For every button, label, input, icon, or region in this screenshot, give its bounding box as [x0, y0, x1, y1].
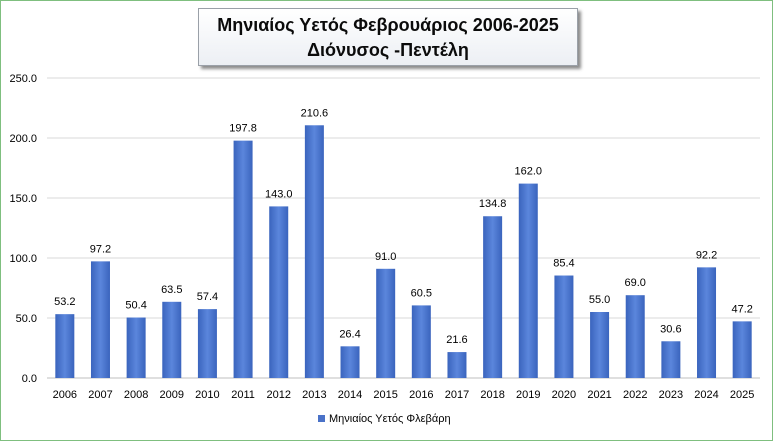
x-tick-label: 2007 [88, 389, 112, 401]
bar [697, 267, 717, 378]
x-tick-label: 2010 [195, 389, 219, 401]
legend-swatch [318, 415, 325, 422]
data-label: 85.4 [553, 258, 574, 270]
x-tick-label: 2025 [730, 389, 754, 401]
data-label: 30.6 [660, 323, 681, 335]
y-tick-label: 50.0 [16, 313, 37, 325]
x-tick-label: 2013 [302, 389, 326, 401]
x-tick-label: 2020 [552, 389, 576, 401]
y-tick-label: 100.0 [9, 253, 37, 265]
legend-label: Μηνιαίος Υετός Φλεβάρη [329, 413, 451, 425]
bar [661, 341, 681, 378]
data-label: 60.5 [411, 287, 432, 299]
bar [732, 321, 752, 378]
data-label: 92.2 [696, 249, 717, 261]
data-label: 162.0 [515, 166, 543, 178]
x-tick-label: 2016 [409, 389, 433, 401]
bar [625, 295, 645, 378]
x-tick-label: 2021 [587, 389, 611, 401]
x-tick-label: 2012 [266, 389, 290, 401]
chart-legend: Μηνιαίος Υετός Φλεβάρη [318, 413, 451, 425]
bar [162, 301, 182, 378]
data-label: 55.0 [589, 294, 610, 306]
x-tick-label: 2014 [338, 389, 362, 401]
bar [554, 275, 574, 378]
y-tick-label: 250.0 [9, 73, 37, 85]
data-label: 50.4 [125, 300, 146, 312]
x-tick-label: 2017 [445, 389, 469, 401]
data-label: 210.6 [301, 107, 329, 119]
bar [376, 268, 396, 378]
x-tick-label: 2009 [160, 389, 184, 401]
data-label: 47.2 [731, 303, 752, 315]
data-label: 63.5 [161, 284, 182, 296]
bar [55, 314, 75, 378]
bar [411, 305, 431, 378]
x-tick-label: 2022 [623, 389, 647, 401]
data-label: 53.2 [54, 296, 75, 308]
bar [483, 216, 503, 378]
data-label: 134.8 [479, 198, 507, 210]
data-label: 91.0 [375, 251, 396, 263]
data-label: 26.4 [339, 328, 360, 340]
data-label: 197.8 [229, 123, 257, 135]
bar [233, 140, 253, 378]
x-tick-label: 2011 [231, 389, 255, 401]
chart-title-box: Μηνιαίος Υετός Φεβρουάριος 2006-2025 Διό… [198, 8, 578, 66]
data-label: 69.0 [625, 277, 646, 289]
bar [269, 206, 289, 378]
x-tick-label: 2015 [373, 389, 397, 401]
bar [447, 352, 467, 378]
data-label: 143.0 [265, 188, 293, 200]
x-tick-label: 2018 [480, 389, 504, 401]
y-tick-label: 200.0 [9, 133, 37, 145]
x-tick-label: 2024 [694, 389, 718, 401]
bar [304, 125, 324, 378]
bar [90, 261, 110, 378]
x-tick-label: 2006 [53, 389, 77, 401]
y-tick-label: 150.0 [9, 193, 37, 205]
x-tick-label: 2023 [659, 389, 683, 401]
y-tick-label: 0.0 [22, 373, 37, 385]
x-tick-label: 2008 [124, 389, 148, 401]
data-label: 57.4 [197, 291, 218, 303]
x-tick-label: 2019 [516, 389, 540, 401]
data-label: 21.6 [446, 334, 467, 346]
bar [197, 309, 217, 378]
bar [518, 183, 538, 378]
bar [126, 317, 146, 378]
bar [340, 346, 360, 378]
data-label: 97.2 [90, 243, 111, 255]
chart-title: Μηνιαίος Υετός Φεβρουάριος 2006-2025 [217, 15, 559, 35]
chart-subtitle: Διόνυσος -Πεντέλη [307, 40, 469, 60]
bar [590, 312, 610, 378]
